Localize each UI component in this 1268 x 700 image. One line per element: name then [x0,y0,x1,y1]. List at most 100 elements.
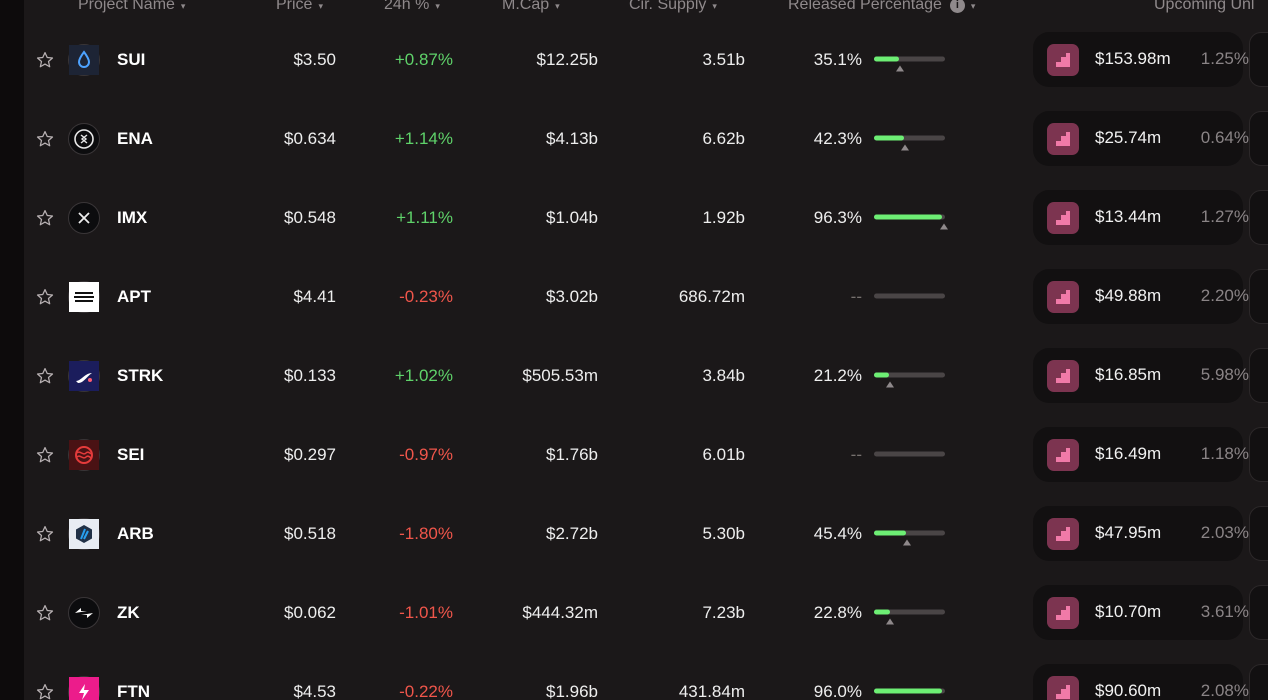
released-percentage: 96.0% [813,681,862,700]
star-icon[interactable] [36,446,54,464]
table-row[interactable]: SUI $3.50 +0.87% $12.25b 3.51b 35.1% $153.98m 1… [24,20,1268,100]
upcoming-unlock-card[interactable]: $153.98m 1.25% [1033,32,1249,87]
next-unlock-card[interactable] [1249,269,1268,324]
token-symbol[interactable]: ARB [117,523,154,543]
token-price: $0.634 [284,128,336,148]
star-icon[interactable] [36,51,54,69]
token-symbol[interactable]: SEI [117,444,145,464]
table-row[interactable]: ZK $0.062 -1.01% $444.32m 7.23b 22.8% $10.70m 3… [24,573,1268,653]
unlock-percentage: 0.64% [1200,128,1249,147]
table-row[interactable]: APT $4.41 -0.23% $3.02b 686.72m -- $49.88m 2.20… [24,257,1268,337]
released-progress-bar [874,293,945,298]
upcoming-unlock-card[interactable]: $10.70m 3.61% [1033,585,1249,640]
column-header-price[interactable]: Price ▾ [276,0,323,14]
unlock-percentage: 3.61% [1200,602,1249,621]
token-symbol[interactable]: FTN [117,681,151,700]
market-cap: $1.96b [546,681,598,700]
upcoming-unlock-card[interactable]: $16.49m 1.18% [1033,427,1249,482]
star-icon[interactable] [36,130,54,148]
next-unlock-card[interactable] [1249,506,1268,561]
next-unlock-card[interactable] [1249,585,1268,640]
market-cap: $4.13b [546,128,598,148]
released-percentage: 42.3% [813,128,862,148]
sort-caret-icon: ▾ [712,1,717,11]
star-icon[interactable] [36,288,54,306]
token-symbol[interactable]: ENA [117,128,153,148]
token-unlock-table: Project Name ▾ Price ▾ 24h % ▾ M.Cap ▾ Cir. … [24,0,1268,700]
next-unlock-card[interactable] [1249,664,1268,700]
column-header-change[interactable]: 24h % ▾ [384,0,440,14]
table-row[interactable]: ARB $0.518 -1.80% $2.72b 5.30b 45.4% $47.95m 2.… [24,494,1268,574]
unlock-chart-icon [1047,518,1079,550]
price-change: -1.01% [399,602,453,622]
upcoming-unlock-card[interactable]: $90.60m 2.08% [1033,664,1249,700]
upcoming-unlock-card[interactable]: $47.95m 2.03% [1033,506,1249,561]
upcoming-unlock-card[interactable]: $16.85m 5.98% [1033,348,1249,403]
next-unlock-card[interactable] [1249,348,1268,403]
token-symbol[interactable]: SUI [117,49,146,69]
price-change: +1.11% [396,207,453,227]
token-symbol[interactable]: IMX [117,207,148,227]
star-icon[interactable] [36,683,54,700]
next-unlock-card[interactable] [1249,427,1268,482]
column-header-upcoming[interactable]: Upcoming Unl [1154,0,1254,14]
info-icon[interactable]: i [949,0,965,13]
immutable-icon [68,201,100,234]
next-unlock-card[interactable] [1249,111,1268,166]
circulating-supply: 6.62b [702,128,745,148]
token-symbol[interactable]: APT [117,286,151,306]
unlock-value: $90.60m [1095,681,1162,700]
upcoming-unlock-card[interactable]: $25.74m 0.64% [1033,111,1249,166]
table-row[interactable]: STRK $0.133 +1.02% $505.53m 3.84b 21.2% $16.85… [24,336,1268,416]
unlock-percentage: 1.25% [1200,49,1249,68]
column-header-label: Price [276,0,313,13]
circulating-supply: 3.51b [702,49,745,69]
column-header-supply[interactable]: Cir. Supply ▾ [629,0,717,14]
column-header-project[interactable]: Project Name ▾ [78,0,185,14]
next-unlock-card[interactable] [1249,32,1268,87]
unlock-value: $153.98m [1095,49,1171,68]
released-progress-fill [874,214,942,219]
token-symbol[interactable]: STRK [117,365,164,385]
table-row[interactable]: IMX $0.548 +1.11% $1.04b 1.92b 96.3% $13.44m 1.… [24,178,1268,258]
released-progress-fill [874,530,906,535]
left-panel-edge [0,0,24,700]
token-price: $0.518 [284,523,336,543]
price-change: -1.80% [399,523,453,543]
star-icon[interactable] [36,525,54,543]
token-price: $4.41 [293,286,336,306]
unlock-percentage: 2.08% [1200,681,1249,700]
upcoming-unlock-card[interactable]: $49.88m 2.20% [1033,269,1249,324]
sort-caret-icon: ▾ [970,1,976,11]
released-percentage: 45.4% [813,523,862,543]
market-cap: $3.02b [546,286,598,306]
star-icon[interactable] [36,367,54,385]
released-progress-bar [874,451,945,456]
column-header-released[interactable]: Released Percentage i ▾ [788,0,975,14]
token-price: $4.53 [293,681,336,700]
next-unlock-card[interactable] [1249,190,1268,245]
starknet-icon [68,359,100,392]
table-row[interactable]: FTN $4.53 -0.22% $1.96b 431.84m 96.0% $90.60m 2… [24,652,1268,700]
unlock-marker-icon [901,144,909,150]
star-icon[interactable] [36,209,54,227]
circulating-supply: 6.01b [702,444,745,464]
table-row[interactable]: ENA $0.634 +1.14% $4.13b 6.62b 42.3% $25.74m 0.… [24,99,1268,179]
circulating-supply: 431.84m [678,681,745,700]
column-header-mcap[interactable]: M.Cap ▾ [502,0,560,14]
released-progress-bar [874,372,945,387]
token-price: $0.133 [284,365,336,385]
price-change: -0.22% [399,681,453,700]
market-cap: $2.72b [546,523,598,543]
unlock-percentage: 1.18% [1200,444,1249,463]
unlock-value: $47.95m [1095,523,1162,542]
token-symbol[interactable]: ZK [117,602,140,622]
zksync-icon [68,596,100,629]
sort-caret-icon: ▾ [555,1,560,11]
star-icon[interactable] [36,604,54,622]
unlock-percentage: 2.03% [1200,523,1249,542]
unlock-marker-icon [896,65,904,71]
table-row[interactable]: SEI $0.297 -0.97% $1.76b 6.01b -- $16.49m 1.18% [24,415,1268,495]
released-progress-bar [874,609,945,624]
upcoming-unlock-card[interactable]: $13.44m 1.27% [1033,190,1249,245]
